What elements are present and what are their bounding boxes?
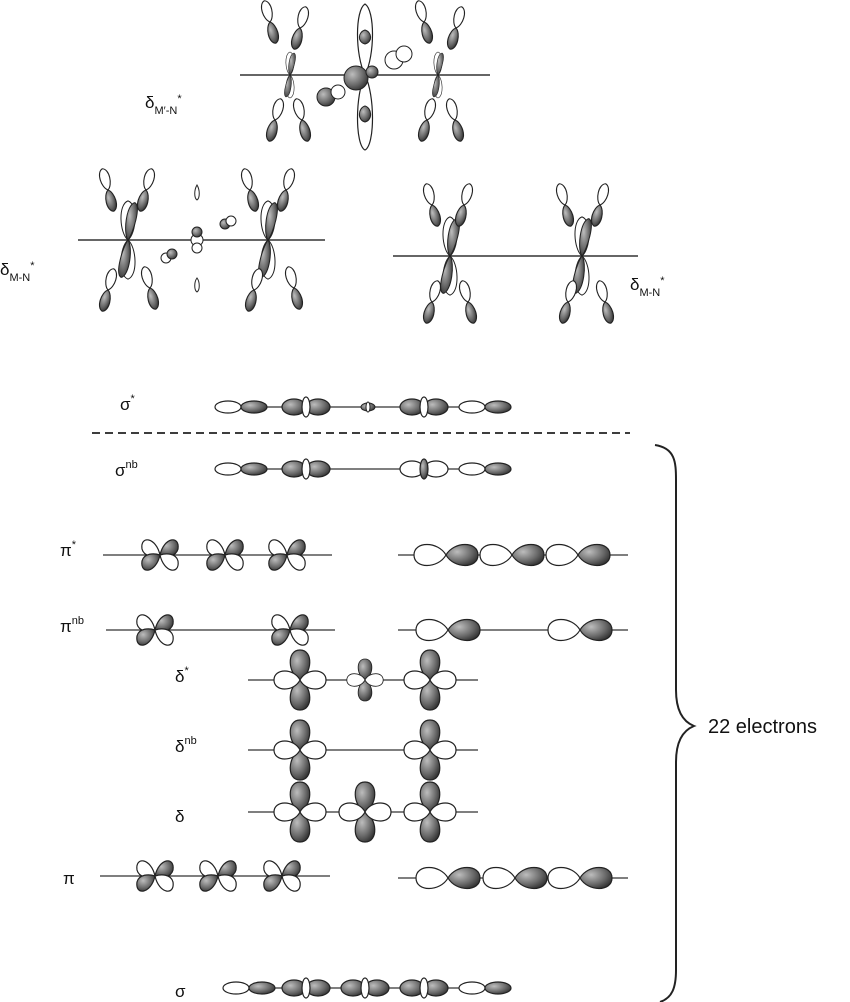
label-sigma: σ	[175, 982, 186, 1001]
label-pi-star: π*	[60, 539, 77, 560]
orbital-delta-star	[248, 649, 478, 711]
electron-count-brace	[654, 444, 697, 1002]
orbital-delta-mn-star-left	[78, 166, 325, 314]
label-delta-nb: δnb	[175, 735, 197, 756]
label-delta-star: δ*	[175, 665, 189, 686]
label-delta: δ	[175, 807, 184, 826]
orbital-delta-mprime-n-star	[240, 0, 490, 151]
orbital-delta-mn-star-right	[393, 181, 638, 326]
orbital-pi-nb	[106, 614, 628, 646]
orbital-sigma-nb	[214, 458, 512, 480]
orbital-delta	[248, 781, 478, 843]
label-sigma-nb: σnb	[115, 459, 138, 480]
orbital-sigma	[222, 977, 512, 999]
orbital-pi-star	[103, 539, 628, 571]
orbital-delta-nb	[248, 719, 478, 781]
label-delta-mn-star-left: δM-N*	[0, 260, 35, 284]
orbital-sigma-star	[214, 396, 512, 418]
label-pi: π	[63, 869, 75, 888]
label-delta-mn-star-right: δM-N*	[630, 275, 665, 299]
label-delta-mprime-n-star: δM′-N*	[145, 93, 182, 117]
label-sigma-star: σ*	[120, 393, 136, 414]
label-pi-nb: πnb	[60, 615, 84, 636]
orbital-pi	[100, 860, 628, 892]
electron-count-label: 22 electrons	[708, 716, 817, 738]
